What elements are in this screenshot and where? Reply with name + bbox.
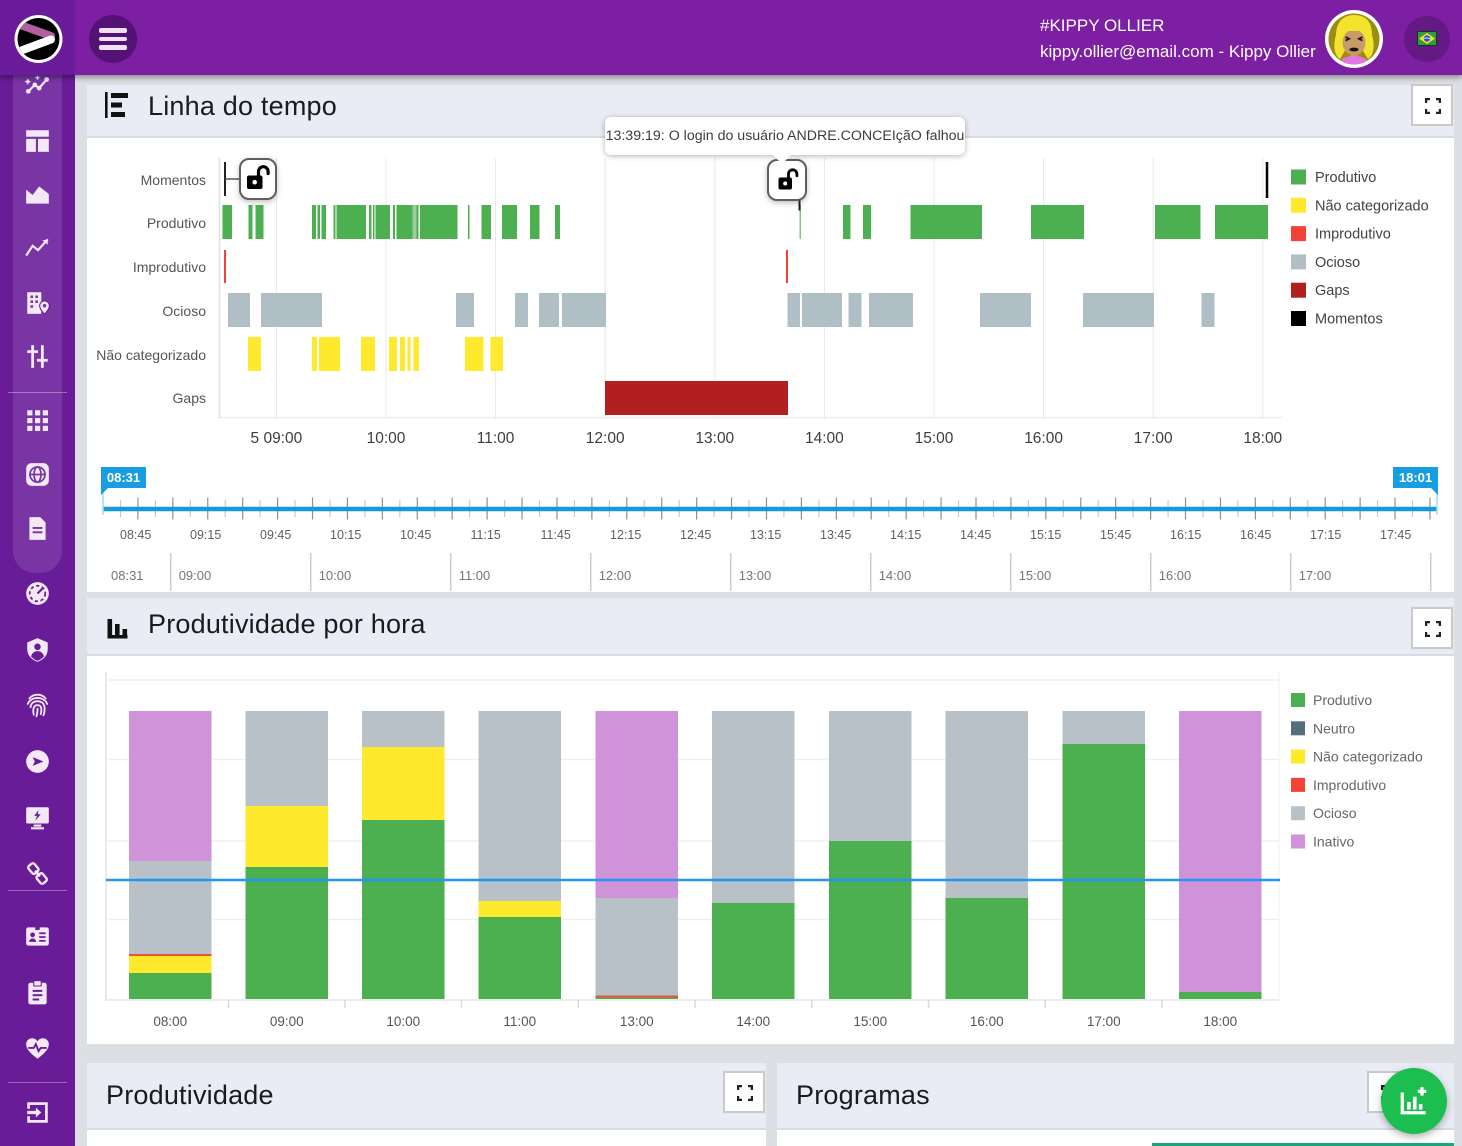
svg-text:08:31: 08:31 <box>111 568 144 583</box>
svg-text:15:00: 15:00 <box>853 1014 887 1029</box>
svg-text:09:15: 09:15 <box>190 528 221 542</box>
svg-text:Produtivo: Produtivo <box>1315 170 1376 186</box>
svg-text:12:00: 12:00 <box>599 568 632 583</box>
svg-text:17:45: 17:45 <box>1380 528 1411 542</box>
svg-text:15:00: 15:00 <box>915 430 954 447</box>
svg-text:12:15: 12:15 <box>610 528 641 542</box>
svg-text:08:45: 08:45 <box>120 528 151 542</box>
svg-text:16:15: 16:15 <box>1170 528 1201 542</box>
svg-text:16:00: 16:00 <box>1024 430 1063 447</box>
svg-text:10:00: 10:00 <box>386 1014 420 1029</box>
svg-text:11:00: 11:00 <box>459 568 491 583</box>
svg-text:Produtivo: Produtivo <box>1313 692 1372 708</box>
svg-text:10:45: 10:45 <box>400 528 431 542</box>
svg-text:15:15: 15:15 <box>1030 528 1061 542</box>
svg-text:Não categorizado: Não categorizado <box>1313 749 1423 765</box>
svg-text:Não categorizado: Não categorizado <box>96 347 206 363</box>
svg-text:10:00: 10:00 <box>367 430 406 447</box>
svg-text:16:00: 16:00 <box>970 1014 1004 1029</box>
svg-text:Momentos: Momentos <box>1315 312 1383 328</box>
svg-text:14:15: 14:15 <box>890 528 921 542</box>
svg-text:10:00: 10:00 <box>319 568 352 583</box>
svg-text:Ocioso: Ocioso <box>1315 255 1360 271</box>
svg-text:Improdutivo: Improdutivo <box>1313 777 1386 793</box>
svg-text:15:45: 15:45 <box>1100 528 1131 542</box>
svg-text:12:45: 12:45 <box>680 528 711 542</box>
svg-text:16:45: 16:45 <box>1240 528 1271 542</box>
svg-text:11:00: 11:00 <box>477 430 515 447</box>
svg-text:15:00: 15:00 <box>1019 568 1052 583</box>
svg-text:Inativo: Inativo <box>1313 834 1354 850</box>
svg-text:Ocioso: Ocioso <box>1313 805 1357 821</box>
svg-text:17:00: 17:00 <box>1299 568 1332 583</box>
svg-text:Não categorizado: Não categorizado <box>1315 198 1429 214</box>
svg-text:13:00: 13:00 <box>695 430 734 447</box>
svg-text:11:15: 11:15 <box>470 528 500 542</box>
svg-text:14:00: 14:00 <box>805 430 844 447</box>
svg-text:17:00: 17:00 <box>1134 430 1173 447</box>
svg-text:13:00: 13:00 <box>620 1014 654 1029</box>
svg-text:14:00: 14:00 <box>879 568 912 583</box>
svg-text:12:00: 12:00 <box>586 430 625 447</box>
svg-text:13:45: 13:45 <box>820 528 851 542</box>
svg-text:09:00: 09:00 <box>179 568 212 583</box>
svg-text:17:00: 17:00 <box>1087 1014 1121 1029</box>
svg-text:14:45: 14:45 <box>960 528 991 542</box>
svg-text:09:00: 09:00 <box>270 1014 304 1029</box>
svg-text:08:00: 08:00 <box>153 1014 187 1029</box>
svg-text:13:15: 13:15 <box>750 528 781 542</box>
svg-text:11:00: 11:00 <box>503 1014 536 1029</box>
svg-text:18:00: 18:00 <box>1203 1014 1237 1029</box>
svg-text:11:45: 11:45 <box>540 528 570 542</box>
svg-text:09:45: 09:45 <box>260 528 291 542</box>
svg-text:18:00: 18:00 <box>1243 430 1282 447</box>
svg-text:Ocioso: Ocioso <box>162 303 206 319</box>
svg-text:Neutro: Neutro <box>1313 720 1355 736</box>
svg-text:13:00: 13:00 <box>739 568 772 583</box>
svg-text:Gaps: Gaps <box>1315 283 1350 299</box>
svg-text:Gaps: Gaps <box>173 390 206 406</box>
svg-text:14:00: 14:00 <box>736 1014 770 1029</box>
svg-text:16:00: 16:00 <box>1159 568 1192 583</box>
svg-text:Momentos: Momentos <box>141 172 206 188</box>
svg-text:Improdutivo: Improdutivo <box>133 259 206 275</box>
svg-text:10:15: 10:15 <box>330 528 361 542</box>
svg-text:17:15: 17:15 <box>1310 528 1341 542</box>
svg-text:5 09:00: 5 09:00 <box>251 430 303 447</box>
svg-text:Improdutivo: Improdutivo <box>1315 227 1391 243</box>
svg-text:Produtivo: Produtivo <box>147 215 206 231</box>
